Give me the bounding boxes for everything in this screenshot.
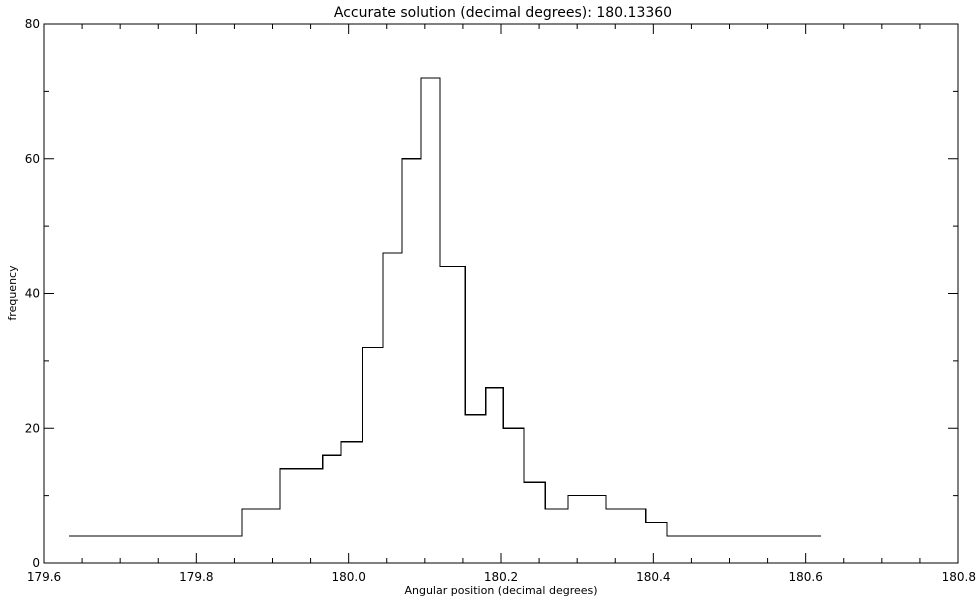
axis-ticks	[43, 23, 959, 564]
x-tick-label: 180.6	[788, 570, 822, 584]
y-tick-labels: 0 20 40 60 80	[25, 17, 40, 570]
y-tick-label: 40	[25, 287, 40, 301]
y-axis-label: frequency	[6, 265, 19, 321]
y-tick-label: 80	[25, 17, 40, 31]
y-tick-label: 20	[25, 421, 40, 435]
x-axis-label: Angular position (decimal degrees)	[404, 584, 597, 597]
y-tick-label: 60	[25, 152, 40, 166]
x-tick-label: 179.6	[27, 570, 61, 584]
chart-title: Accurate solution (decimal degrees): 180…	[334, 5, 672, 21]
x-tick-labels: 179.6 179.8 180.0 180.2 180.4 180.6 180.8	[27, 570, 976, 584]
x-tick-label: 180.2	[484, 570, 518, 584]
x-tick-label: 180.8	[942, 570, 976, 584]
x-tick-label: 180.0	[331, 570, 365, 584]
y-tick-label: 0	[32, 556, 40, 570]
x-tick-label: 179.8	[179, 570, 213, 584]
x-tick-label: 180.4	[636, 570, 670, 584]
histogram-series-line	[69, 77, 821, 537]
plot-frame	[43, 23, 959, 564]
